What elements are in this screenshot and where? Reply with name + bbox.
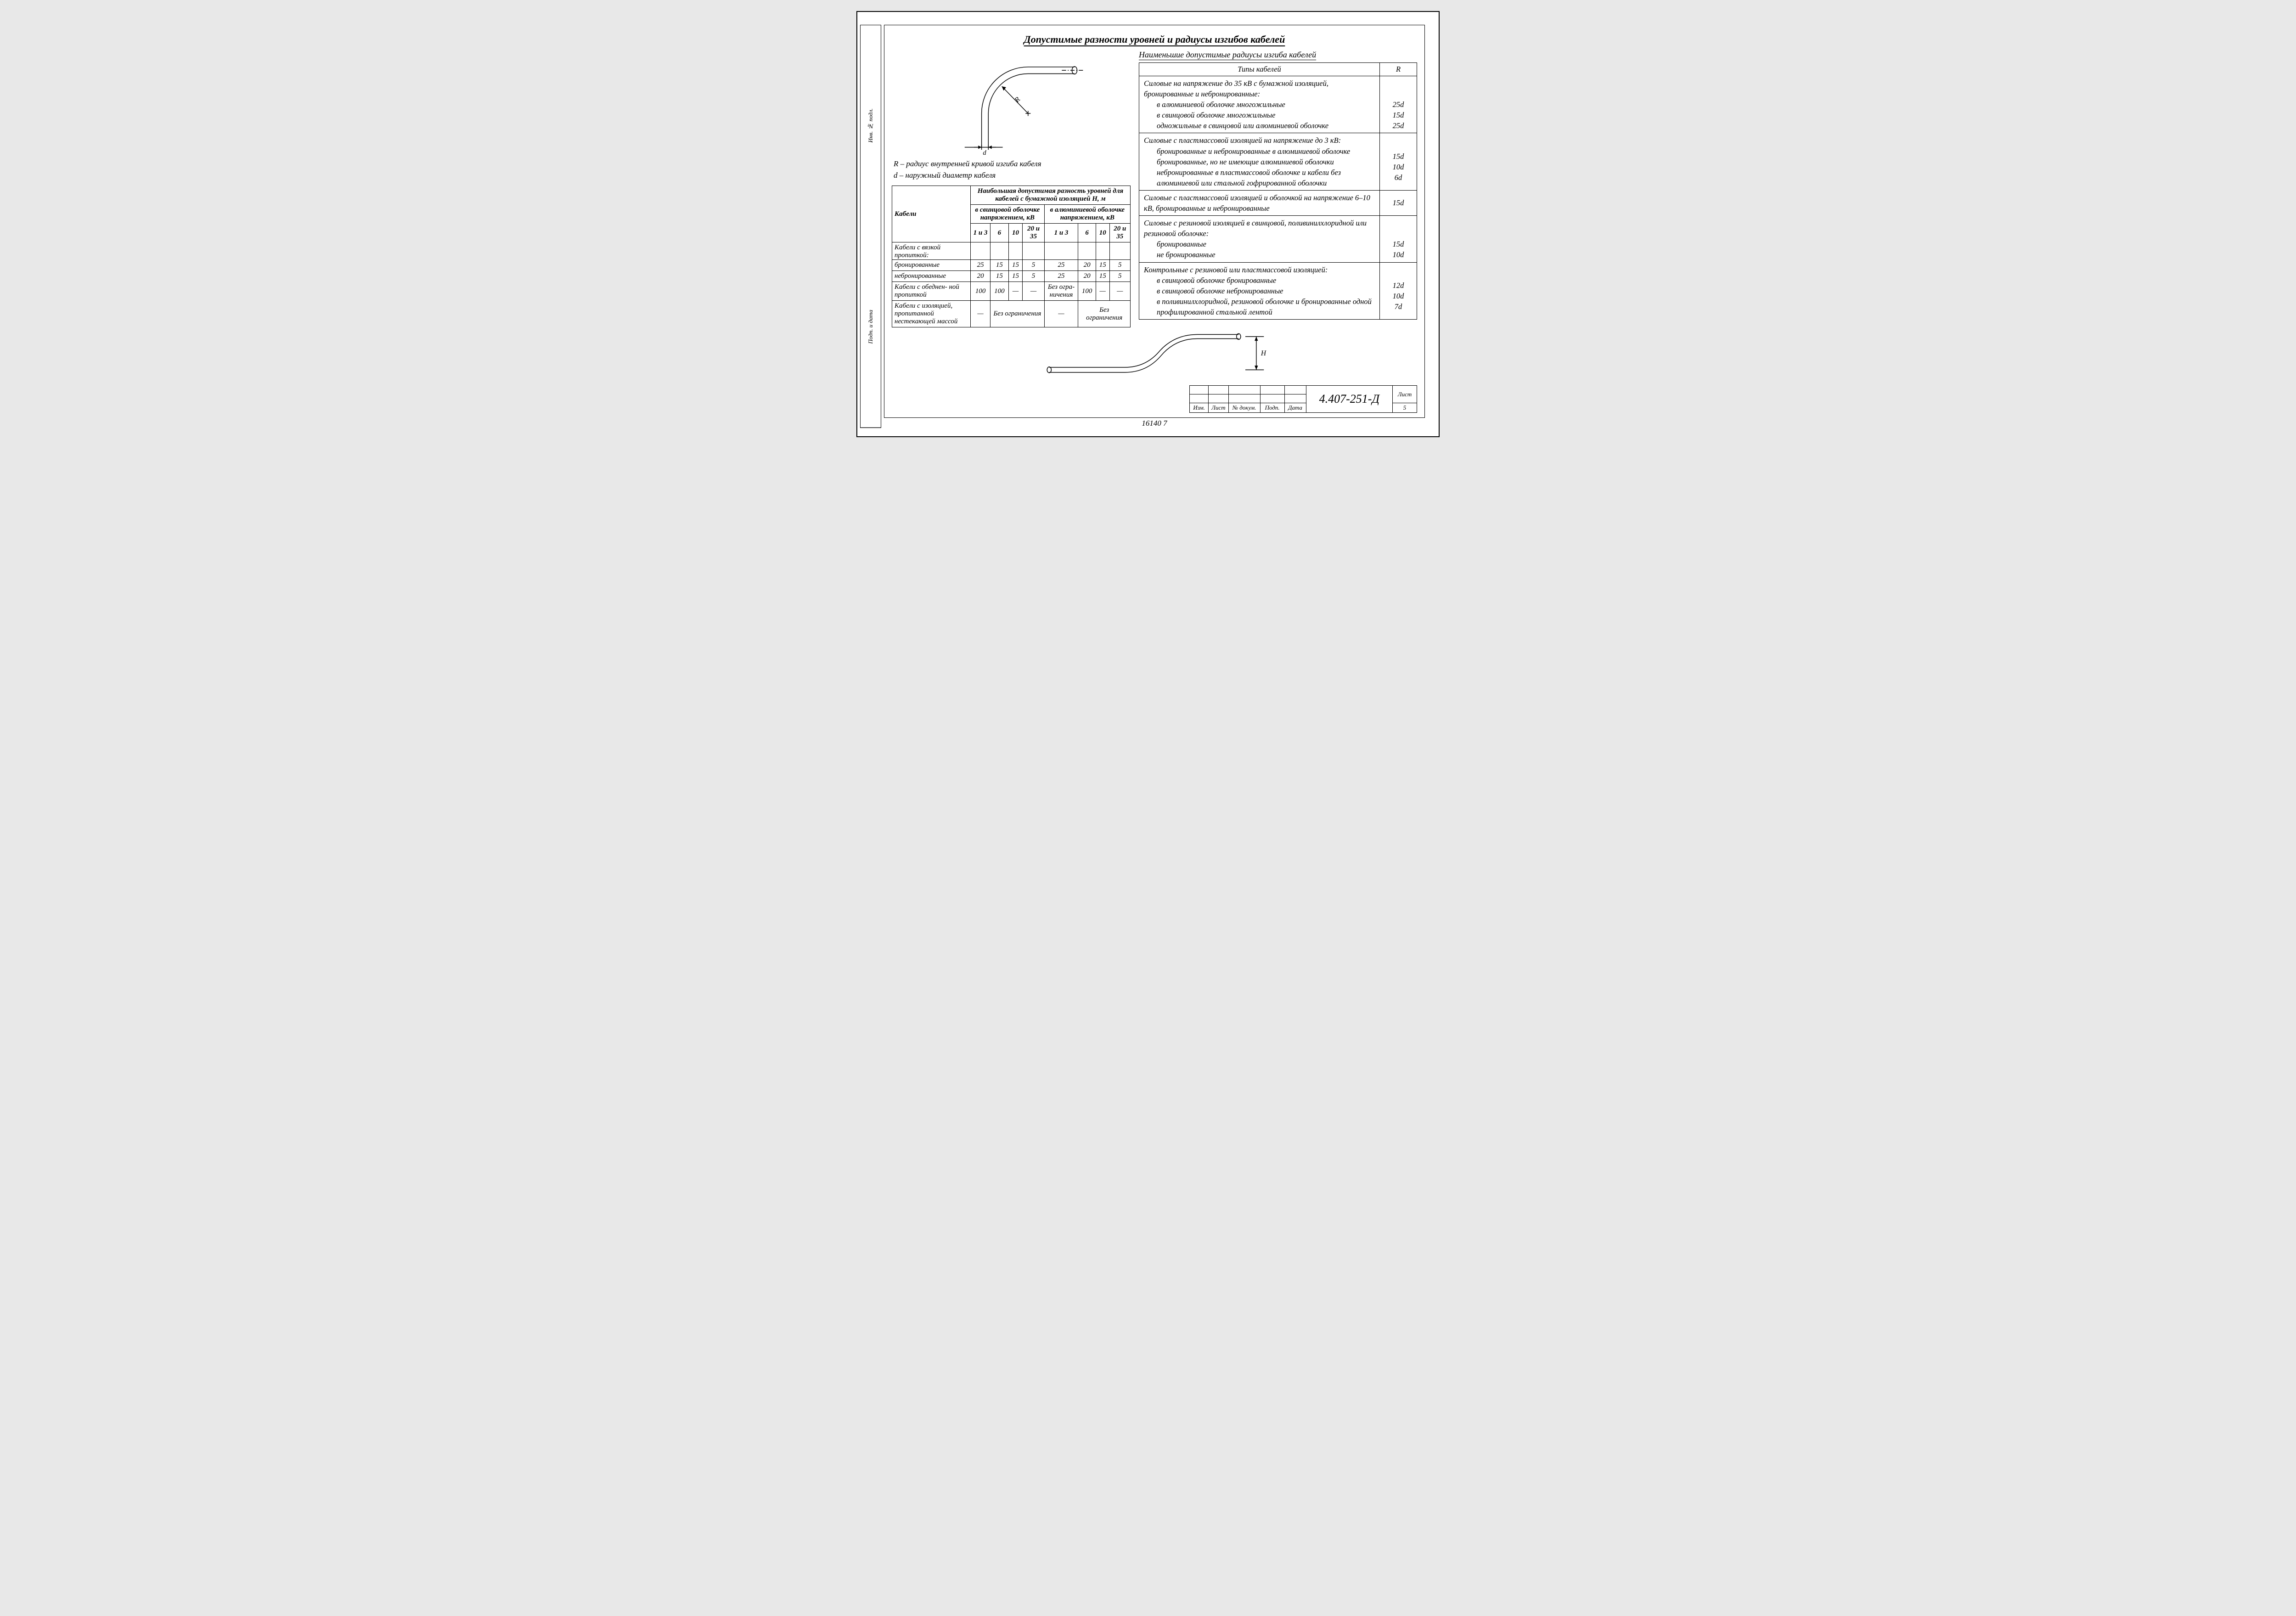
- r-cell: 12d10d7d: [1380, 262, 1417, 319]
- group-cell: Силовые на напряжение до 35 кВ с бумажно…: [1139, 76, 1380, 133]
- table-row: Силовые на напряжение до 35 кВ с бумажно…: [1139, 76, 1417, 133]
- level-difference-diagram: H: [1035, 331, 1274, 382]
- cell: 20: [1078, 271, 1096, 282]
- group2: в алюминиевой оболочке напряжением, кВ: [1044, 205, 1130, 224]
- row-label: Кабели с вязкой пропиткой:: [892, 242, 971, 260]
- cell: —: [1044, 301, 1078, 327]
- cell: 15: [990, 271, 1009, 282]
- level-difference-table: Кабели Наибольшая допустимая разность ур…: [892, 186, 1131, 327]
- cell: 5: [1109, 260, 1130, 271]
- footer-code: 16140 7: [884, 419, 1425, 428]
- cell: 15: [1008, 260, 1023, 271]
- cell: 20: [971, 271, 990, 282]
- cell: 15: [1096, 271, 1109, 282]
- title-block-table: 4.407-251-Д Лист Изм. Лист № докум. Подп…: [1189, 385, 1417, 413]
- drawing-code: 4.407-251-Д: [1306, 386, 1392, 413]
- cell: [1109, 242, 1130, 260]
- r-cell: 15d10d: [1380, 216, 1417, 262]
- label-d: d: [983, 149, 986, 156]
- cell: 25: [1044, 271, 1078, 282]
- cell: 15: [1096, 260, 1109, 271]
- head-type: Типы кабелей: [1139, 63, 1380, 76]
- r-cell: 15d: [1380, 190, 1417, 215]
- cell: [1008, 242, 1023, 260]
- cell: [990, 242, 1009, 260]
- table-row: Силовые с пластмассовой изоляцией и обол…: [1139, 190, 1417, 215]
- page-title: Допустимые разности уровней и радиусы из…: [892, 34, 1417, 45]
- table-row: Кабели с обеднен- ной пропиткой100100——Б…: [892, 282, 1131, 301]
- label-H: H: [1261, 349, 1266, 357]
- table-row: небронированные20151552520155: [892, 271, 1131, 282]
- cell: 25: [1044, 260, 1078, 271]
- cell: [971, 242, 990, 260]
- group-cell: Силовые с резиновой изоляцией в свинцово…: [1139, 216, 1380, 262]
- label-R: R: [1013, 96, 1022, 105]
- table-row: Силовые с резиновой изоляцией в свинцово…: [1139, 216, 1417, 262]
- group1: в свинцовой оболочке напряжением, кВ: [971, 205, 1045, 224]
- row-label: Кабели с изоляцией, пропитанной нестекаю…: [892, 301, 971, 327]
- cell: 5: [1023, 260, 1044, 271]
- table-row: Кабели с изоляцией, пропитанной нестекаю…: [892, 301, 1131, 327]
- cell: —: [1109, 282, 1130, 301]
- right-column: Наименьшие допустимые радиусы изгиба каб…: [1139, 50, 1417, 327]
- left-column: R d R – радиус внутренней кривой изгиба …: [892, 50, 1131, 327]
- drawing-frame: Допустимые разности уровней и радиусы из…: [884, 25, 1425, 418]
- table-row: бронированные25151552520155: [892, 260, 1131, 271]
- table-row: Контрольные с резиновой или пластмассово…: [1139, 262, 1417, 319]
- cell: 15: [1008, 271, 1023, 282]
- cell: —: [1023, 282, 1044, 301]
- cell: 5: [1023, 271, 1044, 282]
- col-label: Кабели: [892, 186, 971, 242]
- sheet-no: 5: [1393, 403, 1417, 413]
- cell: 15: [990, 260, 1009, 271]
- cell: 100: [990, 282, 1009, 301]
- cell: 100: [971, 282, 990, 301]
- cell: 25: [971, 260, 990, 271]
- cell: [1096, 242, 1109, 260]
- right-subtitle: Наименьшие допустимые радиусы изгиба каб…: [1139, 50, 1417, 60]
- cell: —: [971, 301, 990, 327]
- group-cell: Контрольные с резиновой или пластмассово…: [1139, 262, 1380, 319]
- legend-line-d: d – наружный диаметр кабеля: [894, 170, 1131, 181]
- left-table-body: Кабели с вязкой пропиткой: бронированные…: [892, 242, 1131, 327]
- cell: Без ограничения: [1078, 301, 1131, 327]
- cell: Без огра- ничения: [1044, 282, 1078, 301]
- binding-cell-1: Инв. № подл.: [861, 25, 881, 226]
- cell: —: [1096, 282, 1109, 301]
- group-cell: Силовые с пластмассовой изоляцией на нап…: [1139, 133, 1380, 190]
- cell: 20: [1078, 260, 1096, 271]
- head-R: R: [1380, 63, 1417, 76]
- row-label: небронированные: [892, 271, 971, 282]
- binding-cell-2: Подп. и дата: [861, 226, 881, 428]
- cell: [1078, 242, 1096, 260]
- title-block: 4.407-251-Д Лист Изм. Лист № докум. Подп…: [892, 385, 1417, 413]
- bend-radius-table: Типы кабелей R Силовые на напряжение до …: [1139, 62, 1417, 320]
- cell: 5: [1109, 271, 1130, 282]
- row-label: бронированные: [892, 260, 971, 271]
- binding-strip: Инв. № подл. Подп. и дата: [860, 25, 881, 428]
- table-row: Силовые с пластмассовой изоляцией на нап…: [1139, 133, 1417, 190]
- right-table-body: Силовые на напряжение до 35 кВ с бумажно…: [1139, 76, 1417, 320]
- group-cell: Силовые с пластмассовой изоляцией и обол…: [1139, 190, 1380, 215]
- row-label: Кабели с обеднен- ной пропиткой: [892, 282, 971, 301]
- cell: [1023, 242, 1044, 260]
- cell: —: [1008, 282, 1023, 301]
- legend-line-R: R – радиус внутренней кривой изгиба кабе…: [894, 158, 1131, 170]
- sheet-label: Лист: [1393, 386, 1417, 403]
- drawing-sheet: Инв. № подл. Подп. и дата Допустимые раз…: [856, 11, 1440, 437]
- r-cell: 15d10d6d: [1380, 133, 1417, 190]
- cell: [1044, 242, 1078, 260]
- cell: Без ограничения: [990, 301, 1045, 327]
- header-main: Наибольшая допустимая разность уровней д…: [971, 186, 1131, 205]
- table-row: Кабели с вязкой пропиткой:: [892, 242, 1131, 260]
- bend-radius-diagram: R d: [892, 50, 1131, 156]
- cell: 100: [1078, 282, 1096, 301]
- diagram-legend: R – радиус внутренней кривой изгиба кабе…: [894, 158, 1131, 181]
- content-columns: R d R – радиус внутренней кривой изгиба …: [892, 50, 1417, 327]
- r-cell: 25d15d25d: [1380, 76, 1417, 133]
